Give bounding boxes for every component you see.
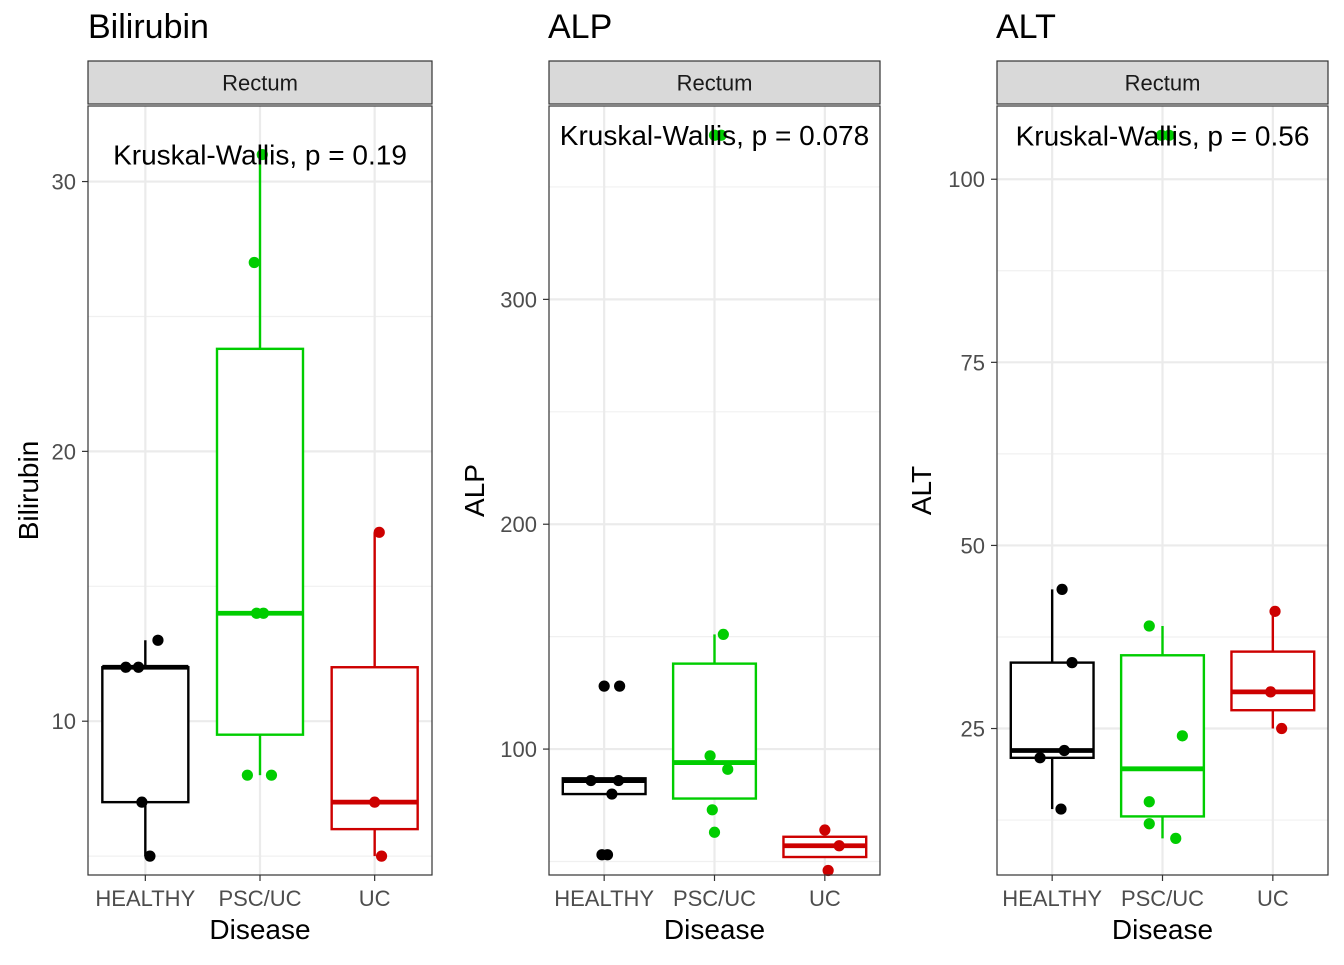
- box-healthy: [1009, 589, 1095, 810]
- x-tick-label: UC: [1257, 886, 1289, 911]
- data-point: [248, 256, 260, 269]
- kruskal-wallis-annotation: Kruskal-Wallis, p = 0.19: [113, 140, 407, 171]
- y-tick-label: 30: [52, 170, 76, 195]
- data-point: [120, 661, 132, 673]
- data-point: [1163, 129, 1175, 141]
- data-point: [1034, 752, 1046, 764]
- data-point: [265, 769, 278, 781]
- data-point: [722, 763, 734, 775]
- data-point: [1055, 803, 1067, 815]
- y-axis-title: ALT: [906, 466, 937, 515]
- facet-strip-label: Rectum: [222, 71, 298, 96]
- data-point: [1265, 686, 1277, 698]
- data-point: [136, 796, 148, 808]
- x-tick-label: PSC/UC: [673, 886, 756, 911]
- data-point: [612, 774, 625, 787]
- x-axis-title: Disease: [209, 914, 310, 945]
- x-tick-label: PSC/UC: [1121, 886, 1204, 911]
- y-tick-label: 100: [948, 167, 985, 192]
- data-point: [1276, 722, 1288, 735]
- facet-panel-1: ALP Rectum Kruskal-Wallis, p = 0.078 100 200…: [459, 8, 881, 945]
- box-iqr: [101, 666, 190, 804]
- chart-title: ALT: [996, 8, 1056, 46]
- data-point: [717, 628, 729, 641]
- box-healthy: [101, 640, 190, 857]
- data-point: [1143, 796, 1155, 808]
- x-axis-title: Disease: [1112, 914, 1213, 945]
- box-uc: [782, 835, 868, 859]
- kruskal-wallis-annotation: Kruskal-Wallis, p = 0.078: [560, 120, 869, 151]
- box-iqr: [671, 662, 758, 800]
- x-axis-title: Disease: [664, 914, 765, 945]
- box-iqr: [1009, 661, 1095, 760]
- y-tick-label: 10: [52, 709, 76, 734]
- data-point: [369, 796, 381, 808]
- data-point: [715, 129, 727, 141]
- data-point: [704, 750, 716, 762]
- box-iqr: [1119, 654, 1206, 818]
- data-point: [822, 864, 834, 877]
- data-point: [614, 680, 626, 692]
- x-tick-label: HEALTHY: [95, 886, 195, 911]
- data-point: [1269, 605, 1281, 617]
- box-healthy: [561, 777, 647, 796]
- y-tick-label: 25: [961, 717, 985, 742]
- x-tick-label: HEALTHY: [1002, 886, 1102, 911]
- x-tick-label: UC: [359, 886, 391, 911]
- data-point: [706, 804, 718, 816]
- data-point: [152, 634, 164, 646]
- data-point: [585, 774, 597, 787]
- x-tick-label: HEALTHY: [554, 886, 654, 911]
- y-tick-label: 200: [500, 512, 537, 537]
- facet-panel-2: ALT Rectum Kruskal-Wallis, p = 0.56 25 50 75 1…: [906, 8, 1329, 945]
- data-point: [241, 769, 253, 781]
- x-tick-label: PSC/UC: [218, 886, 301, 911]
- y-tick-label: 75: [961, 350, 985, 375]
- y-axis-title: Bilirubin: [13, 441, 44, 541]
- box-psc-uc: [1119, 625, 1206, 839]
- data-point: [708, 826, 721, 838]
- y-axis-title: ALP: [459, 464, 490, 517]
- data-point: [1143, 620, 1155, 632]
- data-point: [819, 824, 831, 836]
- data-point: [1155, 129, 1167, 141]
- chart-title: ALP: [548, 8, 612, 46]
- chart-title: Bilirubin: [88, 8, 209, 46]
- data-point: [1143, 818, 1155, 830]
- data-point: [1056, 583, 1068, 595]
- facet-strip: [87, 60, 433, 105]
- facet-strip: [548, 60, 881, 105]
- data-point: [1170, 832, 1182, 844]
- facet-panel-0: Bilirubin Rectum Kruskal-Wallis, p = 0.19 1…: [13, 8, 433, 945]
- data-point: [606, 788, 618, 800]
- data-point: [598, 680, 610, 692]
- data-point: [256, 148, 268, 161]
- data-point: [375, 850, 388, 862]
- box-uc: [1230, 611, 1316, 729]
- data-point: [144, 850, 156, 862]
- data-point: [257, 607, 270, 619]
- kruskal-wallis-annotation: Kruskal-Wallis, p = 0.56: [1016, 120, 1310, 151]
- y-tick-label: 100: [500, 737, 537, 762]
- facet-strip-label: Rectum: [677, 71, 753, 96]
- y-tick-label: 50: [961, 533, 985, 558]
- data-point: [601, 849, 614, 861]
- data-point: [833, 840, 845, 852]
- facet-strip: [996, 60, 1329, 105]
- data-point: [1176, 730, 1188, 742]
- y-tick-label: 20: [52, 439, 76, 464]
- x-tick-label: UC: [809, 886, 841, 911]
- box-psc-uc: [215, 154, 305, 776]
- data-point: [1058, 744, 1070, 757]
- box-iqr: [1230, 650, 1316, 712]
- data-point: [1066, 657, 1078, 669]
- y-tick-label: 300: [500, 287, 537, 312]
- data-point: [373, 526, 385, 538]
- data-point: [132, 661, 145, 673]
- box-psc-uc: [671, 634, 758, 800]
- facet-strip-label: Rectum: [1125, 71, 1201, 96]
- box-iqr: [215, 347, 305, 736]
